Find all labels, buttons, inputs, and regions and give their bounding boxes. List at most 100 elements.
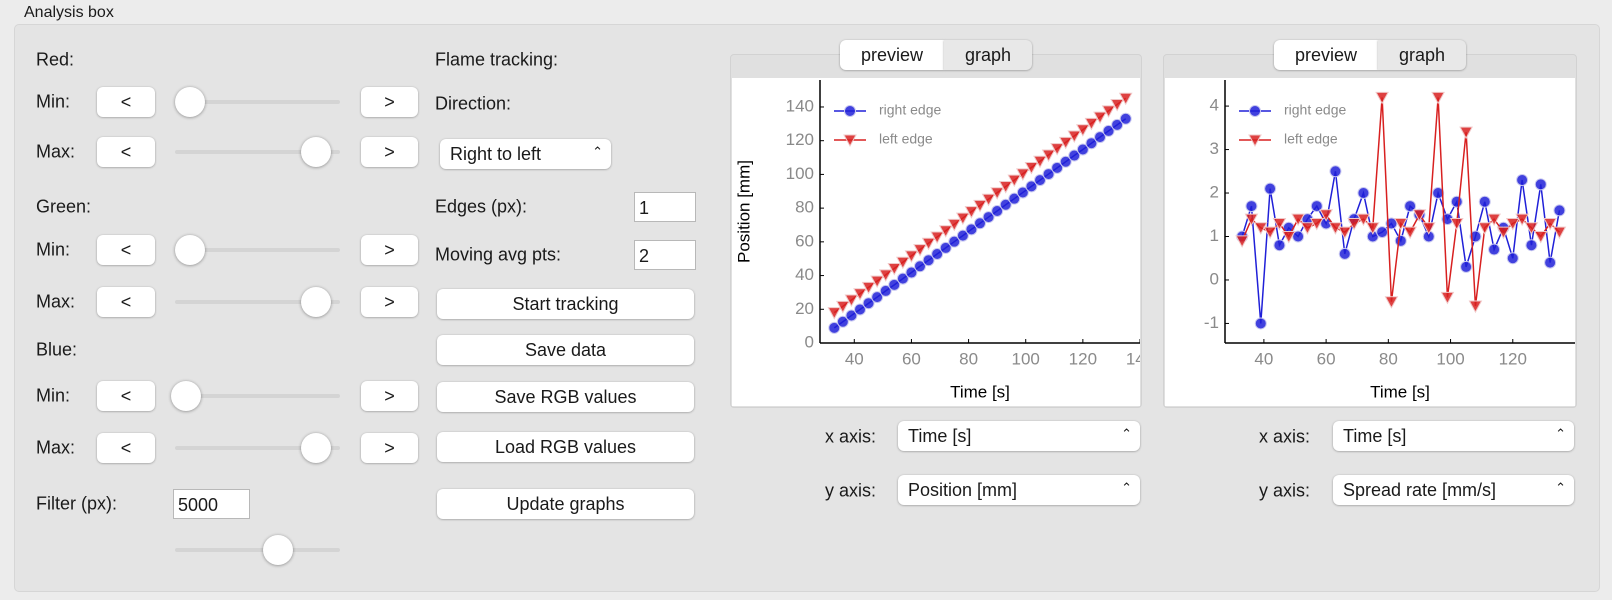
action-button[interactable]: Save RGB values xyxy=(437,382,694,412)
marker xyxy=(973,199,987,213)
marker xyxy=(1460,260,1473,273)
axis-select[interactable]: Time [s] ⌃ xyxy=(898,421,1140,451)
max-label: Max: xyxy=(36,291,76,312)
tab[interactable]: preview xyxy=(840,40,944,70)
y-tick-label: 20 xyxy=(795,299,814,318)
filter-input[interactable]: 5000 xyxy=(173,489,250,519)
legend-label: right edge xyxy=(1284,102,1346,118)
decrement-button[interactable]: < xyxy=(97,87,155,117)
marker xyxy=(1101,105,1116,118)
marker xyxy=(1059,155,1072,168)
marker xyxy=(1245,200,1258,213)
marker xyxy=(1016,168,1030,181)
marker xyxy=(956,212,970,226)
edges-input[interactable]: 1 xyxy=(634,192,696,222)
marker xyxy=(1478,195,1491,208)
increment-button[interactable]: > xyxy=(361,137,418,167)
marker xyxy=(1076,124,1090,137)
y-tick-label: 4 xyxy=(1210,96,1219,115)
marker xyxy=(1553,204,1566,217)
decrement-button[interactable]: < xyxy=(97,381,155,411)
marker xyxy=(948,235,961,248)
marker xyxy=(1110,98,1124,112)
axis-select-label: y axis: xyxy=(824,480,876,501)
marker xyxy=(1034,174,1046,187)
marker xyxy=(1488,243,1501,256)
legend-label: left edge xyxy=(879,131,933,147)
marker xyxy=(1533,230,1548,244)
marker xyxy=(1102,124,1115,137)
y-tick-label: 2 xyxy=(1210,183,1219,202)
decrement-button[interactable]: < xyxy=(97,235,155,265)
chart: 40 60 80 100 120 140 0 20 40 60 80 100 120 140 Time [s… xyxy=(734,80,1154,401)
decrement-button[interactable]: < xyxy=(97,287,155,317)
action-button[interactable]: Load RGB values xyxy=(437,432,694,462)
slider-knob[interactable] xyxy=(175,235,205,265)
slider-knob[interactable] xyxy=(171,381,201,411)
marker xyxy=(1008,192,1021,205)
tab[interactable]: preview xyxy=(1274,40,1378,70)
marker xyxy=(1291,213,1305,227)
marker xyxy=(844,294,859,308)
marker xyxy=(1477,222,1492,235)
axis-select[interactable]: Time [s] ⌃ xyxy=(1333,421,1574,451)
marker xyxy=(947,218,962,232)
tab[interactable]: graph xyxy=(944,40,1032,70)
increment-button[interactable]: > xyxy=(361,87,418,117)
min-label: Min: xyxy=(36,91,71,112)
marker xyxy=(1085,137,1098,150)
marker xyxy=(1440,291,1455,305)
action-button[interactable]: Update graphs xyxy=(437,489,694,519)
axis-select[interactable]: Spread rate [mm/s] ⌃ xyxy=(1333,475,1574,505)
slider-track xyxy=(175,446,340,450)
marker xyxy=(1076,143,1089,156)
slider-knob[interactable] xyxy=(263,535,293,565)
marker xyxy=(939,241,952,254)
marker xyxy=(1338,247,1351,260)
direction-select[interactable]: Right to left ⌃ xyxy=(440,139,611,169)
marker xyxy=(896,256,910,270)
marker xyxy=(1319,209,1333,222)
axis-select-label: y axis: xyxy=(1258,480,1310,501)
action-button[interactable]: Save data xyxy=(437,335,694,365)
decrement-button[interactable]: < xyxy=(97,137,155,167)
marker xyxy=(1516,173,1529,186)
axis-select[interactable]: Position [mm] ⌃ xyxy=(898,475,1140,505)
action-button[interactable]: Start tracking xyxy=(437,289,694,319)
marker xyxy=(1459,126,1473,140)
marker xyxy=(914,260,926,273)
marker xyxy=(1468,300,1483,314)
marker xyxy=(1051,161,1064,174)
min-label: Min: xyxy=(36,239,71,260)
marker xyxy=(836,315,849,328)
marker xyxy=(896,272,909,285)
slider-knob[interactable] xyxy=(301,137,331,167)
marker xyxy=(1469,230,1482,243)
decrement-button[interactable]: < xyxy=(97,433,155,463)
marker xyxy=(1449,217,1464,231)
slider-knob[interactable] xyxy=(175,87,205,117)
marker xyxy=(974,217,986,230)
increment-button[interactable]: > xyxy=(361,433,418,463)
marker xyxy=(1309,217,1324,231)
increment-button[interactable]: > xyxy=(361,287,418,317)
marker xyxy=(854,303,866,316)
tab[interactable]: graph xyxy=(1378,40,1466,70)
marker xyxy=(1273,239,1286,252)
x-tick-label: 80 xyxy=(959,349,978,368)
increment-button[interactable]: > xyxy=(361,381,418,411)
marker xyxy=(1067,130,1082,144)
x-tick-label: 40 xyxy=(845,349,864,368)
marker xyxy=(964,206,979,219)
y-tick-label: 1 xyxy=(1210,226,1219,245)
marker xyxy=(1505,217,1520,231)
marker xyxy=(844,105,856,117)
marker xyxy=(1534,178,1547,191)
marker xyxy=(1329,165,1342,178)
x-tick-label: 140 xyxy=(1126,349,1154,368)
marker xyxy=(931,247,944,260)
increment-button[interactable]: > xyxy=(361,235,418,265)
slider-knob[interactable] xyxy=(301,287,331,317)
slider-knob[interactable] xyxy=(301,433,331,463)
avg-input[interactable]: 2 xyxy=(634,240,696,270)
